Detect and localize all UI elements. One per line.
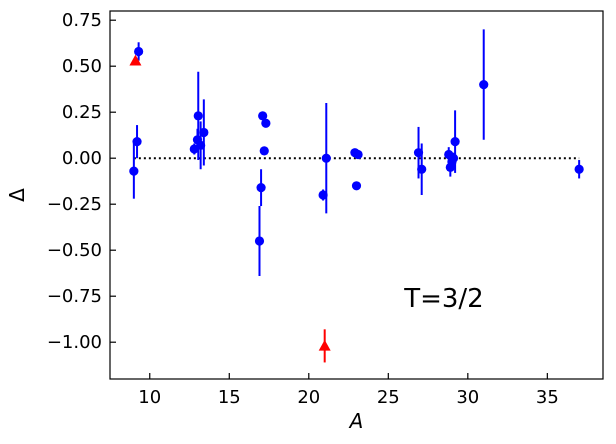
data-point xyxy=(417,164,427,174)
axis-ticks: 10 15 20 25 30 35 −1.00 −0.75 −0.50 −0.25 0.00 0.25… xyxy=(47,10,559,408)
y-tick-label: 0.75 xyxy=(62,10,102,31)
data-point xyxy=(353,149,363,160)
data-point xyxy=(254,236,265,246)
x-tick-label: 10 xyxy=(138,387,161,408)
chart-annotation: T=3/2 xyxy=(403,284,484,314)
x-tick-label: 25 xyxy=(377,387,400,408)
y-tick-label: −0.25 xyxy=(47,194,102,215)
y-tick-label: 0.25 xyxy=(62,102,102,123)
data-point xyxy=(256,183,266,193)
y-tick-label: −0.50 xyxy=(47,240,102,261)
y-tick-label: −1.00 xyxy=(47,332,102,353)
y-tick-label: 0.50 xyxy=(62,56,102,77)
data-point xyxy=(261,118,271,128)
y-tick-label: 0.00 xyxy=(62,148,102,169)
data-point xyxy=(134,46,144,57)
data-point xyxy=(193,111,203,121)
data-point-triangle xyxy=(318,339,331,351)
y-tick-label: −0.75 xyxy=(47,286,102,307)
data-point xyxy=(199,127,209,138)
data-point xyxy=(351,181,362,191)
y-axis-title: Δ xyxy=(5,188,29,202)
data-point xyxy=(258,111,268,121)
data-point xyxy=(321,153,331,163)
data-point xyxy=(448,153,459,163)
plot-frame xyxy=(109,10,604,380)
data-point xyxy=(450,137,460,147)
x-tick-label: 30 xyxy=(456,387,479,408)
x-tick-label: 15 xyxy=(218,387,241,408)
data-point xyxy=(479,80,489,90)
plot-area xyxy=(129,29,584,363)
x-tick-label: 35 xyxy=(536,387,559,408)
data-point-triangle xyxy=(129,54,142,66)
data-point xyxy=(132,137,142,147)
x-axis-title: A xyxy=(348,409,364,433)
x-tick-label: 20 xyxy=(297,387,320,408)
data-point xyxy=(129,166,139,176)
data-point xyxy=(574,164,584,174)
data-point xyxy=(259,146,269,156)
